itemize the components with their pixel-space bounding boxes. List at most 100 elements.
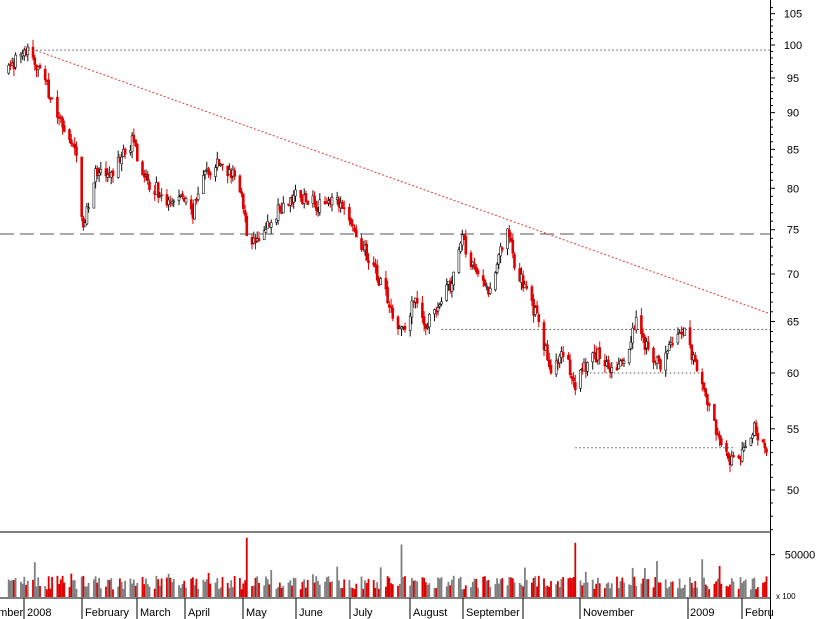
volume-bar bbox=[619, 581, 622, 597]
price-tick-label: 50 bbox=[787, 485, 799, 497]
volume-bar bbox=[35, 586, 38, 597]
candle-body bbox=[530, 286, 534, 301]
volume-bar bbox=[289, 580, 292, 597]
candle-body bbox=[330, 197, 334, 206]
volume-bar bbox=[37, 577, 40, 597]
volume-bar bbox=[569, 577, 571, 597]
volume-bar bbox=[631, 567, 634, 597]
candle-body bbox=[707, 403, 711, 406]
candle-body bbox=[132, 134, 136, 142]
time-axis-label: September bbox=[466, 607, 520, 619]
candle-body bbox=[546, 344, 549, 361]
volume-bar bbox=[657, 582, 660, 597]
candle-body bbox=[59, 116, 63, 119]
candle-body bbox=[494, 272, 497, 290]
volume-bar bbox=[185, 587, 187, 597]
volume-bar bbox=[518, 582, 521, 597]
price-tick-label: 80 bbox=[787, 183, 799, 195]
volume-bar bbox=[548, 586, 551, 597]
volume-bar bbox=[640, 583, 643, 597]
volume-bar bbox=[645, 579, 648, 597]
volume-bar bbox=[145, 578, 147, 597]
volume-bar bbox=[94, 576, 97, 597]
candle-body bbox=[123, 148, 127, 155]
candle-body bbox=[396, 316, 400, 330]
volume-bar bbox=[654, 577, 657, 597]
volume-bar bbox=[119, 578, 121, 597]
volume-bar bbox=[558, 587, 561, 597]
candle-body bbox=[257, 238, 261, 241]
volume-bar bbox=[404, 576, 406, 597]
volume-bar bbox=[61, 575, 64, 597]
time-axis-label: August bbox=[413, 607, 447, 619]
volume-bar bbox=[562, 577, 565, 597]
volume-bar bbox=[324, 581, 326, 597]
candle-body bbox=[31, 46, 35, 58]
volume-bar bbox=[86, 586, 88, 597]
volume-bar bbox=[499, 579, 502, 597]
volume-bar bbox=[306, 580, 309, 597]
volume-bar bbox=[424, 582, 427, 597]
candle-body bbox=[761, 439, 765, 443]
candle-body bbox=[445, 284, 449, 301]
volume-bar bbox=[610, 583, 613, 597]
horizontal-levels bbox=[0, 49, 770, 449]
volume-bar bbox=[644, 568, 646, 597]
volume-bar bbox=[372, 580, 375, 597]
volume-bar bbox=[106, 579, 109, 597]
volume-bar bbox=[451, 579, 453, 597]
candle-body bbox=[134, 139, 137, 147]
volume-bar bbox=[555, 584, 558, 597]
candle-body bbox=[375, 264, 379, 281]
volume-bar bbox=[438, 578, 441, 597]
volume-bar bbox=[725, 585, 728, 597]
candle-body bbox=[732, 455, 735, 458]
volume-bar bbox=[416, 581, 419, 597]
candle-body bbox=[568, 359, 572, 376]
volume-bar bbox=[605, 583, 608, 597]
candle-body bbox=[412, 301, 416, 304]
volume-bar bbox=[266, 579, 269, 597]
candle-body bbox=[160, 194, 163, 197]
volume-bar bbox=[44, 586, 47, 597]
volume-bar bbox=[544, 586, 547, 597]
candle-body bbox=[561, 351, 565, 357]
volume-bar bbox=[437, 577, 439, 597]
candle-body bbox=[716, 432, 720, 436]
candle-body bbox=[264, 229, 268, 233]
volume-bar bbox=[433, 588, 436, 597]
volume-bar bbox=[581, 585, 584, 597]
volume-bar bbox=[56, 575, 59, 597]
candle-body bbox=[47, 79, 51, 99]
candle-body bbox=[460, 234, 464, 246]
volume-bar bbox=[13, 580, 15, 597]
volume-bar bbox=[291, 585, 293, 597]
candle-body bbox=[424, 324, 428, 329]
volume-bar bbox=[692, 587, 695, 597]
candle-body bbox=[43, 69, 47, 81]
candle-body bbox=[26, 46, 30, 55]
volume-bar bbox=[275, 588, 278, 597]
volume-bar bbox=[315, 576, 318, 597]
candle-body bbox=[473, 263, 476, 269]
volume-bar bbox=[242, 583, 245, 597]
candle-body bbox=[509, 237, 513, 242]
volume-bar bbox=[39, 586, 41, 597]
candle-body bbox=[120, 156, 123, 165]
volume-bar bbox=[571, 578, 573, 597]
candle-body bbox=[278, 205, 282, 211]
candle-body bbox=[641, 332, 645, 338]
volume-bar bbox=[763, 582, 766, 597]
volume-bar bbox=[557, 581, 559, 597]
candle-body bbox=[75, 146, 78, 156]
candle-body bbox=[702, 382, 706, 390]
candle-body bbox=[242, 193, 245, 209]
volume-bar bbox=[172, 578, 175, 597]
candle-body bbox=[240, 191, 243, 194]
volume-bar bbox=[741, 582, 744, 597]
volume-bar bbox=[461, 589, 464, 597]
volume-bar bbox=[411, 578, 413, 597]
volume-bar bbox=[159, 585, 161, 597]
volume-bar bbox=[23, 576, 26, 597]
volume-bar bbox=[598, 583, 601, 597]
